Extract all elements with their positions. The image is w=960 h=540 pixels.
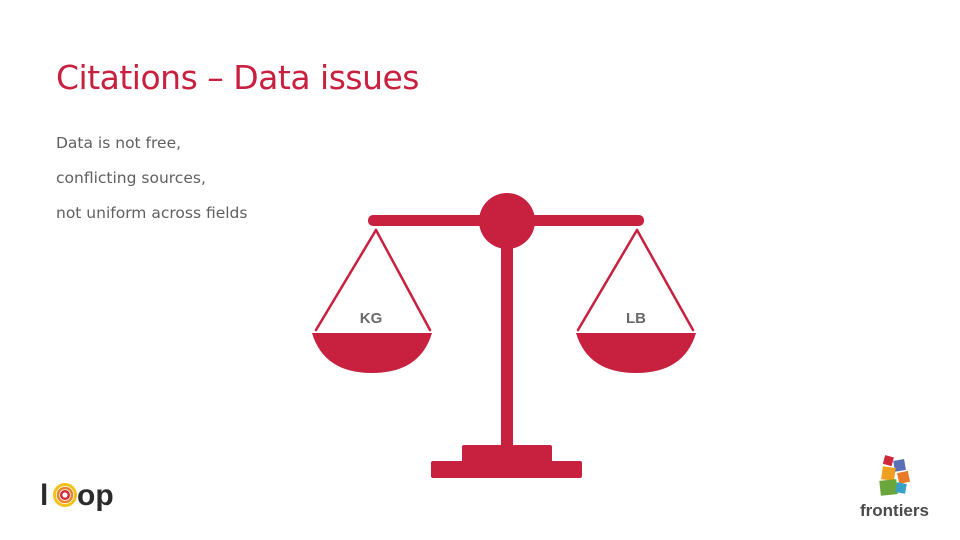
bullet-list: Data is not free, conflicting sources, n…: [56, 128, 247, 233]
bullet-item: conflicting sources,: [56, 169, 206, 187]
scale-base-upper: [462, 445, 552, 463]
slide-title: Citations – Data issues: [56, 58, 420, 97]
right-pan-string: [576, 228, 639, 332]
right-pan-label: LB: [626, 310, 646, 327]
frontiers-logo: frontiers: [860, 455, 929, 520]
loop-ring-icon: [53, 483, 77, 507]
frontiers-wordmark: frontiers: [860, 501, 929, 520]
left-pan: [312, 333, 432, 373]
left-pan-string: [374, 228, 432, 332]
left-pan-string: [314, 228, 378, 332]
scale-base-lower: [431, 461, 582, 478]
scale-hub: [479, 193, 535, 249]
loop-ring-icon: [60, 490, 71, 501]
bullet-item: Data is not free,: [56, 134, 182, 152]
scale-post: [501, 246, 513, 448]
right-pan: [576, 333, 696, 373]
loop-ring-icon: [56, 486, 74, 504]
right-pan-string: [635, 228, 695, 332]
frontiers-cubes-icon: [879, 455, 911, 496]
loop-logo-suffix: op: [77, 479, 114, 512]
loop-logo-prefix: l: [40, 479, 48, 512]
bullet-item: not uniform across fields: [56, 204, 248, 222]
loop-logo: l op: [40, 479, 114, 512]
left-pan-label: KG: [360, 310, 383, 327]
